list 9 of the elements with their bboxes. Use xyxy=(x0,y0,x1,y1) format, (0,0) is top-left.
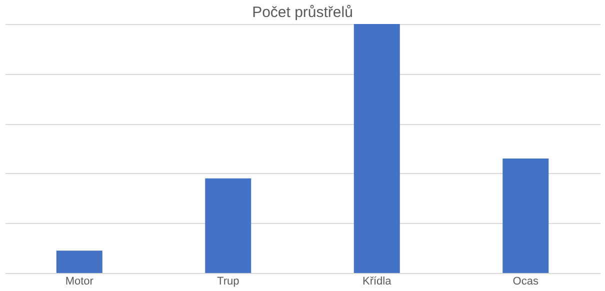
bar xyxy=(205,178,252,273)
bar xyxy=(502,158,549,273)
chart-title: Počet průstřelů xyxy=(252,4,353,21)
bar xyxy=(56,250,102,273)
x-tick-label: Křídla xyxy=(362,276,392,288)
x-tick-label: Motor xyxy=(65,276,94,288)
x-tick-label: Trup xyxy=(217,276,240,288)
x-tick-label: Ocas xyxy=(512,276,539,288)
bar xyxy=(354,24,400,273)
